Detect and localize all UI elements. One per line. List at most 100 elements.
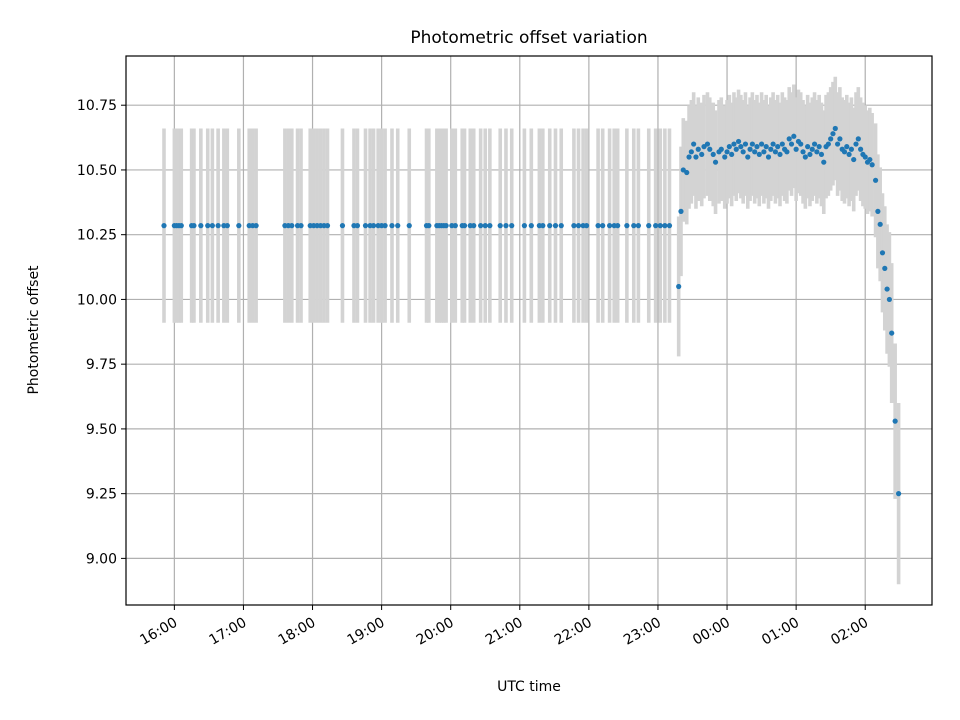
data-point: [704, 141, 711, 147]
data-point: [452, 223, 458, 229]
data-point: [798, 141, 804, 147]
data-point: [695, 146, 701, 152]
y-axis-ticks: 9.00 9.25 9.50 9.75 10.00 10.25 10.50 10.75: [77, 98, 126, 567]
data-point: [834, 141, 841, 147]
data-point: [731, 141, 737, 147]
data-point: [722, 154, 728, 160]
data-point: [600, 223, 606, 229]
data-point: [872, 177, 879, 183]
data-point: [631, 223, 637, 229]
data-point: [178, 223, 184, 229]
data-point: [896, 491, 902, 497]
data-point: [389, 223, 395, 229]
y-tick-label: 10.00: [77, 292, 117, 308]
data-point: [615, 223, 621, 229]
data-point: [837, 136, 843, 142]
data-point: [821, 159, 827, 165]
data-point: [740, 149, 746, 155]
data-point: [765, 154, 772, 160]
data-point: [558, 223, 564, 229]
data-point: [800, 149, 806, 155]
data-point: [691, 141, 697, 147]
data-point: [209, 223, 215, 229]
data-point: [791, 133, 797, 139]
data-point: [575, 223, 582, 229]
data-point: [607, 223, 613, 229]
data-point: [482, 223, 488, 229]
data-point: [215, 223, 221, 229]
data-point: [816, 144, 822, 150]
data-point: [662, 223, 668, 229]
data-point: [406, 223, 412, 229]
chart-title: Photometric offset variation: [410, 28, 647, 48]
data-point: [793, 146, 799, 152]
data-point: [718, 146, 724, 152]
data-point: [832, 125, 838, 132]
y-tick-label: 9.25: [86, 487, 117, 503]
data-point: [657, 223, 663, 229]
data-point: [370, 223, 377, 229]
data-point: [595, 223, 601, 229]
data-point: [571, 223, 577, 229]
data-point: [161, 223, 167, 229]
data-point: [862, 154, 868, 160]
data-point: [224, 223, 230, 229]
data-point: [825, 141, 831, 147]
data-point: [882, 265, 888, 271]
data-point: [758, 141, 765, 147]
data-point: [763, 144, 769, 150]
y-tick-label: 9.00: [86, 551, 117, 567]
data-point: [745, 154, 751, 160]
data-point: [802, 154, 808, 160]
data-point: [768, 146, 774, 152]
data-point: [788, 141, 795, 147]
data-point: [869, 162, 875, 168]
data-point: [841, 149, 848, 155]
data-point: [770, 141, 776, 147]
data-point: [324, 223, 331, 229]
data-point: [688, 149, 694, 155]
data-point: [191, 223, 197, 229]
data-point: [509, 223, 515, 229]
data-point: [676, 283, 682, 290]
data-point: [471, 223, 477, 229]
data-point: [528, 223, 534, 229]
data-point: [735, 138, 742, 145]
data-point: [889, 330, 895, 336]
data-point: [814, 149, 820, 155]
data-point: [461, 223, 468, 229]
data-point: [738, 144, 744, 150]
data-point: [809, 146, 815, 152]
data-point: [339, 223, 346, 229]
data-point: [779, 141, 785, 147]
data-point: [777, 151, 783, 158]
data-point: [478, 223, 484, 229]
data-point: [686, 154, 692, 160]
data-point: [699, 151, 705, 158]
data-point: [540, 223, 546, 229]
data-point: [855, 136, 861, 142]
data-point: [624, 223, 630, 229]
data-point: [354, 223, 361, 229]
data-point: [707, 146, 713, 152]
data-point: [678, 208, 684, 214]
data-point: [848, 146, 855, 152]
data-point: [487, 223, 493, 229]
data-point: [198, 223, 204, 229]
y-tick-label: 10.50: [77, 163, 117, 179]
data-point: [552, 223, 559, 229]
data-point: [830, 131, 836, 137]
data-point: [236, 223, 242, 229]
data-point: [747, 146, 753, 152]
data-point: [761, 149, 767, 155]
data-point: [772, 149, 779, 155]
data-point: [583, 223, 590, 229]
y-tick-label: 10.25: [77, 228, 117, 244]
data-point: [752, 149, 758, 155]
y-axis-label: Photometric offset: [26, 265, 42, 395]
y-tick-label: 10.75: [77, 98, 117, 114]
data-point: [784, 149, 790, 155]
data-point: [749, 141, 755, 147]
data-point: [886, 296, 892, 303]
